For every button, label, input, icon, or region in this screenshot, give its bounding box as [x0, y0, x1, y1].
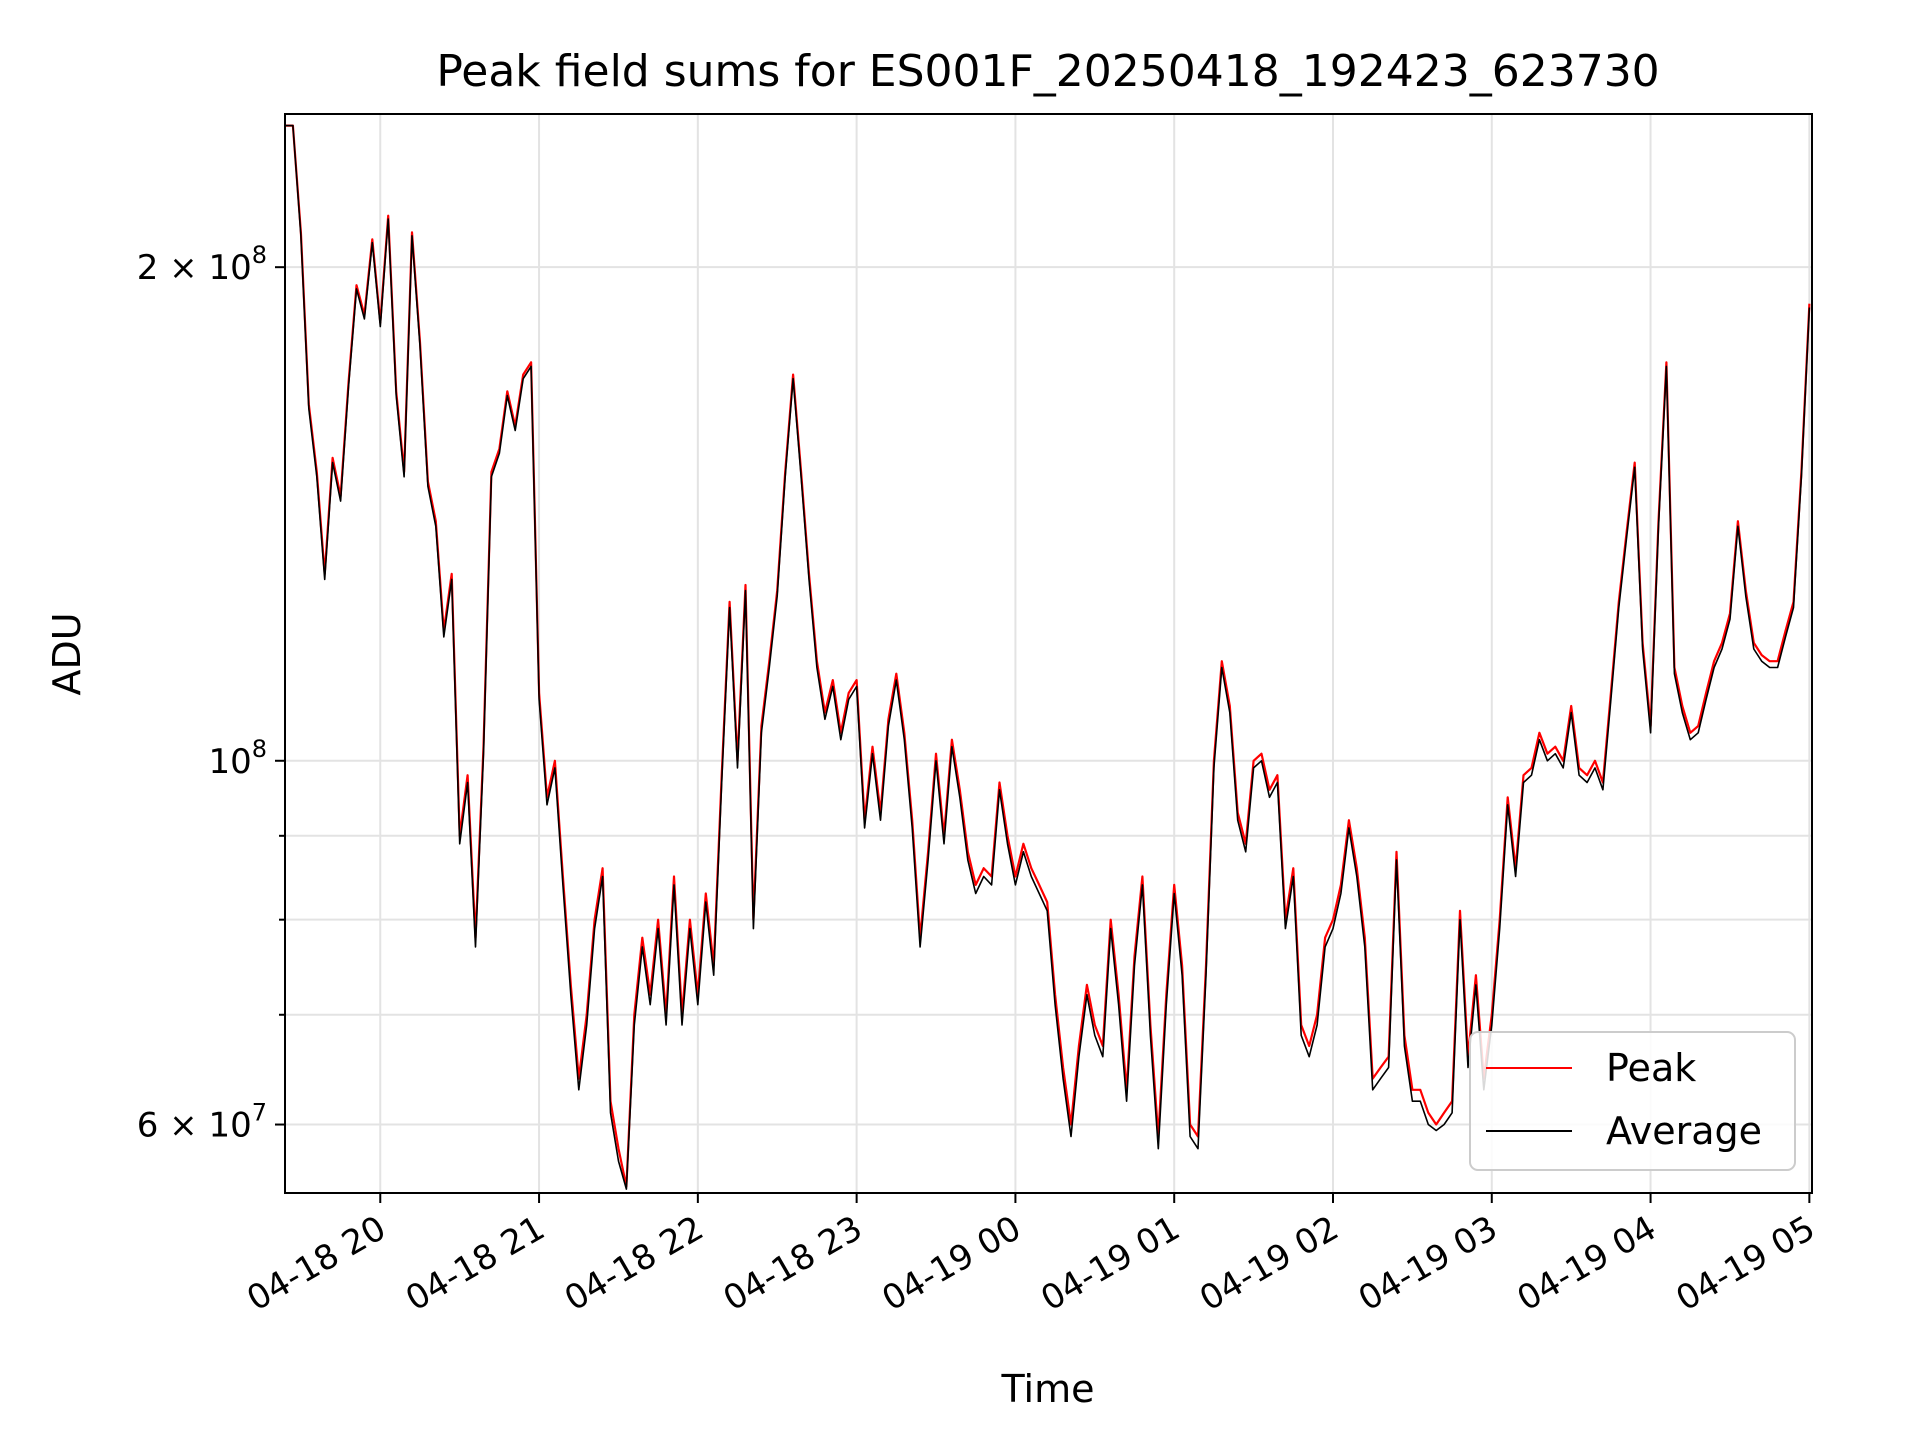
x-tick-label: 04-19 04 [1511, 1208, 1663, 1319]
chart-title: Peak field sums for ES001F_20250418_1924… [436, 46, 1659, 97]
x-tick-label: 04-19 01 [1034, 1208, 1186, 1319]
y-tick-label: 2 × 108 [137, 241, 267, 288]
x-tick-label: 04-18 23 [717, 1208, 869, 1319]
plot-area [285, 124, 1811, 1190]
x-tick-label: 04-19 02 [1193, 1208, 1345, 1319]
plot-frame [284, 113, 1813, 1194]
x-axis-label: Time [1001, 1367, 1095, 1411]
x-tick-label: 04-19 05 [1669, 1208, 1821, 1319]
legend-average-label: Average [1606, 1109, 1762, 1153]
y-axis-label: ADU [45, 612, 89, 695]
legend-box [1469, 1031, 1796, 1171]
series-line-average [285, 124, 1811, 1190]
x-tick-label: 04-19 03 [1352, 1208, 1504, 1319]
x-tick-label: 04-18 20 [240, 1208, 392, 1319]
y-axis-ticks: 6 × 107 108 2 × 108 [137, 241, 285, 1146]
x-tick-label: 04-18 22 [558, 1208, 710, 1319]
x-axis-ticks: 04-18 20 04-18 21 04-18 22 04-18 23 04-19 00… [240, 1193, 1822, 1319]
legend-peak-label: Peak [1606, 1046, 1696, 1090]
legend: Peak Average [1469, 1031, 1796, 1171]
series-line-peak [285, 124, 1811, 1188]
y-tick-label: 6 × 107 [137, 1099, 267, 1146]
x-tick-label: 04-19 00 [876, 1208, 1028, 1319]
x-tick-label: 04-18 21 [399, 1208, 551, 1319]
y-tick-label: 108 [208, 735, 267, 782]
